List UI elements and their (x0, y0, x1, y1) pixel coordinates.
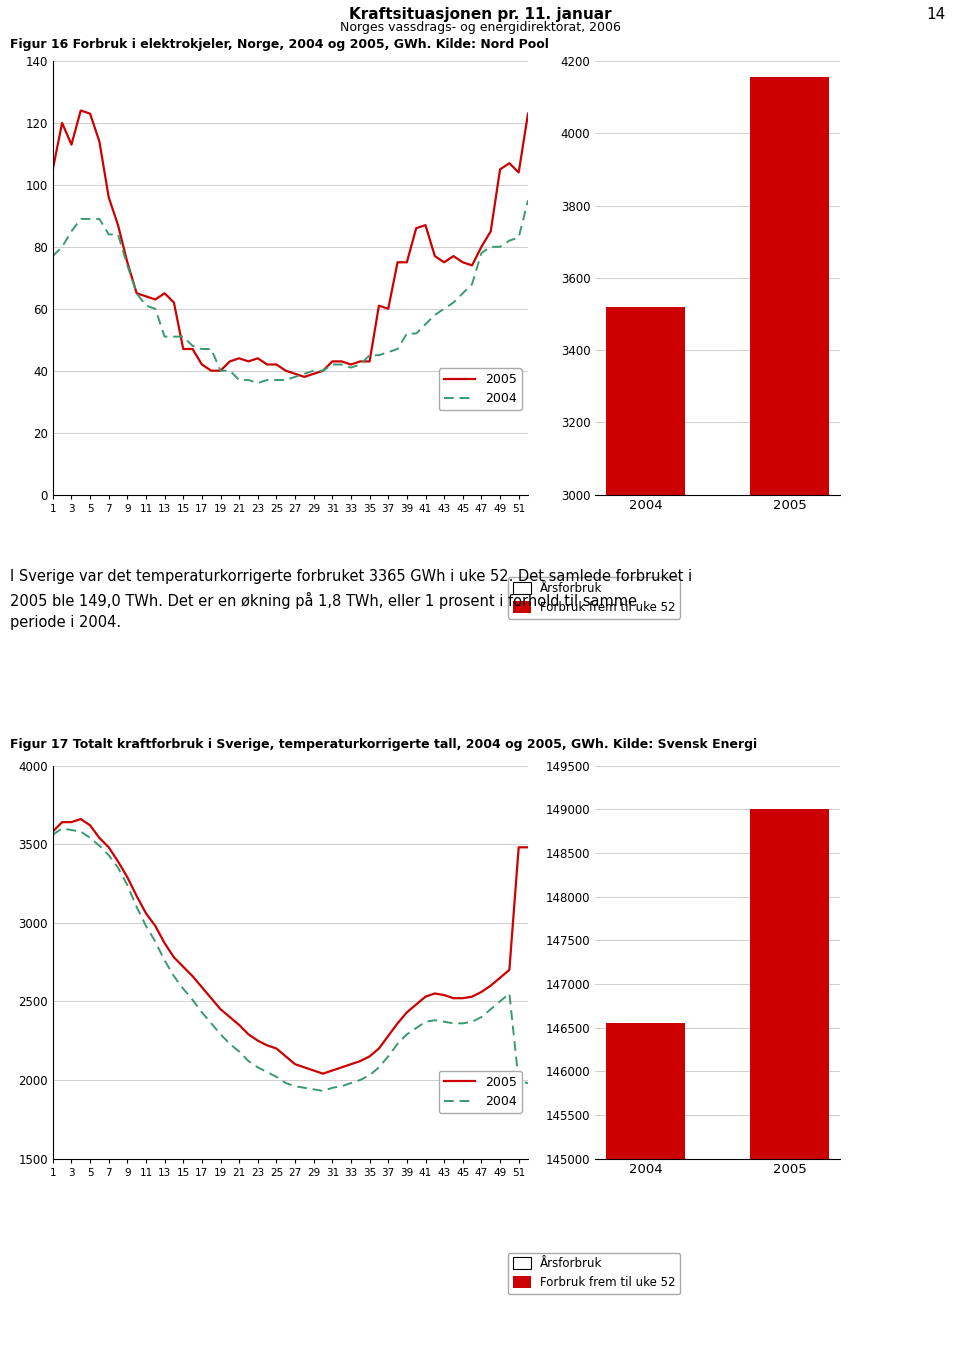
2004 (215, 363, 227, 379)
2004 (346, 359, 357, 375)
Text: 14: 14 (926, 7, 946, 23)
2005 (317, 363, 328, 379)
Legend: 2005, 2004: 2005, 2004 (439, 1070, 521, 1112)
2004 (252, 375, 264, 392)
2005 (373, 298, 385, 314)
2004 (280, 371, 292, 388)
2004 (308, 1081, 320, 1098)
2005 (94, 133, 106, 149)
2005 (522, 839, 534, 855)
2005 (75, 103, 86, 119)
2005 (299, 369, 310, 385)
2005 (280, 1049, 292, 1065)
2004 (47, 248, 59, 264)
2004 (47, 827, 59, 843)
2005 (354, 1053, 366, 1069)
2005 (47, 824, 59, 840)
2004 (354, 1072, 366, 1088)
2005 (224, 1009, 235, 1026)
2005 (354, 354, 366, 370)
2005 (308, 1062, 320, 1079)
Text: I Sverige var det temperaturkorrigerte forbruket 3365 GWh i uke 52. Det samlede : I Sverige var det temperaturkorrigerte f… (10, 569, 692, 630)
Line: 2005: 2005 (53, 818, 528, 1073)
2005 (224, 354, 235, 370)
Bar (607, 1023, 685, 1355)
2004 (280, 1075, 292, 1091)
Text: Figur 16 Forbruk i elektrokjeler, Norge, 2004 og 2005, GWh. Kilde: Nord Pool: Figur 16 Forbruk i elektrokjeler, Norge,… (10, 38, 548, 51)
Bar (750, 77, 828, 1355)
2004 (94, 837, 106, 854)
Legend: Årsforbruk, Forbruk frem til uke 52: Årsforbruk, Forbruk frem til uke 52 (508, 577, 681, 619)
2005 (522, 106, 534, 122)
2004 (522, 1075, 534, 1091)
Line: 2004: 2004 (53, 201, 528, 383)
2005 (75, 810, 86, 827)
2005 (317, 1065, 328, 1081)
2005 (47, 161, 59, 178)
2005 (280, 363, 292, 379)
2004 (84, 211, 96, 228)
Bar (607, 306, 685, 1355)
2004 (494, 238, 506, 255)
Legend: 2005, 2004: 2005, 2004 (439, 369, 521, 411)
2004 (317, 1083, 328, 1099)
Bar (750, 809, 828, 1355)
Legend: Årsforbruk, Forbruk frem til uke 52: Årsforbruk, Forbruk frem til uke 52 (508, 1252, 681, 1294)
Line: 2005: 2005 (53, 111, 528, 377)
2005 (373, 1041, 385, 1057)
2004 (224, 1035, 235, 1051)
2004 (364, 347, 375, 363)
Text: Figur 17 Totalt kraftforbruk i Sverige, temperaturkorrigerte tall, 2004 og 2005,: Figur 17 Totalt kraftforbruk i Sverige, … (10, 738, 756, 752)
Text: Norges vassdrags- og energidirektorat, 2006: Norges vassdrags- og energidirektorat, 2… (340, 22, 620, 34)
2004 (57, 820, 68, 836)
2004 (373, 1060, 385, 1076)
2004 (522, 192, 534, 209)
2005 (94, 829, 106, 846)
Line: 2004: 2004 (53, 828, 528, 1091)
Text: Kraftsituasjonen pr. 11. januar: Kraftsituasjonen pr. 11. januar (348, 7, 612, 23)
